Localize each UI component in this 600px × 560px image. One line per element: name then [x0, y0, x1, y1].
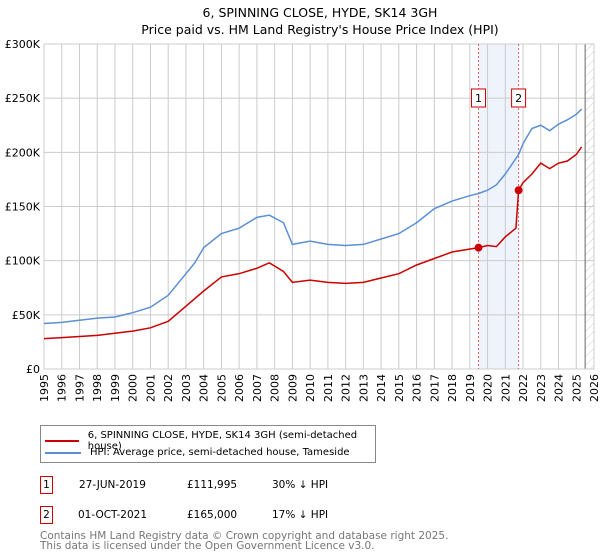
footer-licence: This data is licensed under the Open Gov… — [40, 540, 375, 552]
transaction-label: 1 — [475, 92, 482, 105]
x-tick-label: 2002 — [162, 374, 175, 402]
x-tick-label: 2025 — [570, 374, 583, 402]
legend-label: HPI: Average price, semi-detached house,… — [90, 447, 350, 458]
x-tick-label: 2006 — [233, 374, 246, 402]
x-tick-label: 2024 — [553, 374, 566, 402]
x-tick-label: 1995 — [38, 374, 51, 402]
legend-item-hpi: HPI: Average price, semi-detached house,… — [45, 447, 350, 458]
y-tick-label: £50K — [12, 309, 41, 322]
x-tick-label: 1996 — [56, 374, 69, 402]
x-tick-label: 2012 — [340, 374, 353, 402]
x-tick-label: 2003 — [180, 374, 193, 402]
transaction-label-box — [511, 88, 527, 108]
x-tick-label: 2000 — [127, 374, 140, 402]
x-tick-label: 2026 — [588, 374, 600, 402]
transaction-date: 27-JUN-2019 — [79, 479, 146, 491]
x-tick-label: 2009 — [286, 374, 299, 402]
series-line — [43, 108, 583, 325]
y-tick-label: £100K — [5, 255, 41, 268]
transaction-hpi: 17% ↓ HPI — [272, 509, 329, 521]
legend-label: 6, SPINNING CLOSE, HYDE, SK14 3GH (semi-… — [87, 430, 358, 452]
footer: Contains HM Land Registry data © Crown c… — [40, 530, 449, 552]
x-tick-label: 2005 — [215, 374, 228, 402]
title-line: 6, SPINNING CLOSE, HYDE, SK14 3GH — [202, 5, 438, 20]
x-tick-label: 2015 — [393, 374, 406, 402]
transaction-point — [514, 186, 523, 195]
x-tick-label: 2013 — [357, 374, 370, 402]
transaction-price: £165,000 — [187, 509, 238, 521]
plot-border — [43, 43, 595, 370]
x-tick-label: 2010 — [304, 374, 317, 402]
x-tick-label: 2016 — [411, 374, 424, 402]
y-tick-label: £200K — [5, 146, 41, 159]
x-tick-label: 2021 — [499, 374, 512, 402]
x-tick-label: 2017 — [428, 374, 441, 402]
blue-line-swatch — [45, 451, 81, 454]
price-chart: 1995 1996 1997 1998 1999 2000 2001 2002 2003 2004… — [5, 38, 600, 402]
transaction-hpi: 30% ↓ HPI — [272, 479, 329, 491]
y-tick-label: £0 — [26, 363, 40, 376]
footer-copyright: Contains HM Land Registry data © Crown c… — [40, 530, 449, 542]
transaction-label: 2 — [515, 92, 522, 105]
legend-item-property: 6, SPINNING CLOSE, HYDE, SK14 3GH (semi-… — [45, 430, 375, 452]
chart-title: 6, SPINNING CLOSE, HYDE, SK14 3GH Price … — [0, 4, 600, 38]
y-tick-label: £300K — [5, 38, 41, 51]
x-tick-label: 1997 — [73, 374, 86, 402]
x-tick-label: 1999 — [109, 374, 122, 402]
x-tick-label: 2008 — [269, 374, 282, 402]
x-tick-label: 2019 — [464, 374, 477, 402]
transaction-point — [474, 243, 483, 252]
legend: 6, SPINNING CLOSE, HYDE, SK14 3GH (semi-… — [40, 425, 376, 463]
y-tick-label: £150K — [5, 201, 41, 214]
transaction-price: £111,995 — [187, 479, 238, 491]
transaction-badge: 2 — [40, 506, 53, 524]
subtitle-line: Price paid vs. HM Land Registry's House … — [141, 22, 499, 37]
x-tick-label: 2011 — [322, 374, 335, 402]
x-tick-label: 2022 — [517, 374, 530, 402]
x-tick-label: 2001 — [144, 374, 157, 402]
series-line — [43, 146, 583, 340]
transaction-date: 01-OCT-2021 — [78, 509, 147, 521]
x-tick-label: 2018 — [446, 374, 459, 402]
transaction-badge: 1 — [40, 476, 53, 494]
x-tick-label: 1998 — [91, 374, 104, 402]
x-tick-label: 2004 — [198, 374, 211, 402]
x-tick-label: 2020 — [482, 374, 495, 402]
red-line-swatch — [45, 440, 79, 442]
transaction-label-box — [471, 88, 486, 108]
x-tick-label: 2014 — [375, 374, 388, 402]
y-tick-label: £250K — [5, 92, 41, 105]
x-tick-label: 2023 — [535, 374, 548, 402]
x-tick-label: 2007 — [251, 374, 264, 402]
